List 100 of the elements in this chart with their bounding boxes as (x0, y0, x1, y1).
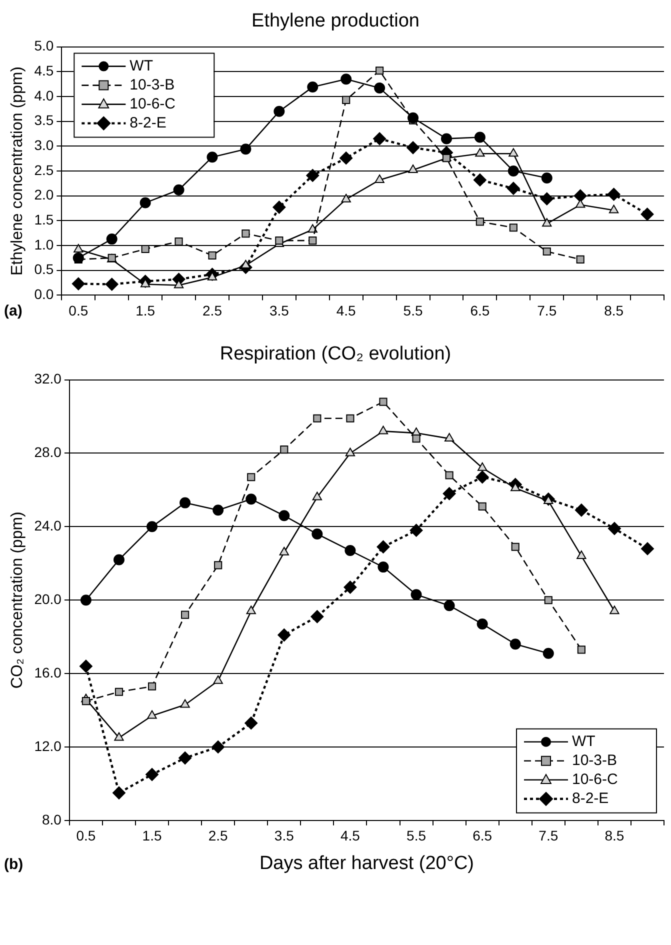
point (475, 148, 485, 157)
point (541, 172, 552, 184)
point (542, 218, 552, 227)
x-tick-label: 8.5 (604, 302, 624, 318)
point (206, 152, 218, 163)
text: (b) (4, 856, 24, 874)
point (406, 141, 420, 154)
x-tick-label: 2.5 (202, 302, 222, 318)
point (180, 497, 191, 508)
point (146, 768, 159, 782)
point (272, 200, 286, 214)
legend-label: 10-3-B (572, 752, 618, 770)
point (640, 208, 654, 221)
point (344, 545, 356, 556)
point (106, 234, 118, 245)
point (140, 197, 151, 208)
y-axis-title: Ethylene concentration (ppm) (9, 66, 26, 276)
chart-title: Ethylene production (252, 10, 420, 32)
point (379, 398, 388, 406)
point (313, 414, 322, 422)
point (212, 740, 225, 754)
point (174, 280, 184, 288)
point (346, 414, 354, 422)
point (378, 562, 389, 573)
point (72, 252, 84, 264)
y-tick-label: 4.0 (34, 87, 54, 104)
y-tick-label: 20.0 (34, 590, 62, 607)
point (476, 470, 489, 484)
point (442, 487, 456, 500)
point (410, 524, 423, 537)
point (306, 168, 320, 182)
legend-label: WT (130, 57, 153, 74)
point (214, 561, 222, 570)
point (246, 494, 257, 505)
point (274, 106, 285, 117)
x-tick-label: 4.5 (340, 828, 360, 844)
point (474, 132, 486, 143)
point (278, 510, 290, 522)
point (373, 132, 386, 146)
point (275, 236, 284, 245)
x-tick-label: 2.5 (208, 828, 228, 844)
y-tick-label: 8.0 (42, 811, 62, 828)
point (374, 174, 384, 183)
point (146, 521, 158, 532)
point (114, 732, 124, 741)
point (576, 550, 586, 560)
point (341, 194, 351, 202)
y-tick-label: 0.0 (34, 286, 54, 302)
point (207, 272, 218, 280)
legend-label: 8-2-E (572, 790, 609, 808)
point (378, 426, 388, 434)
y-tick-label: 2.0 (34, 186, 54, 203)
x-tick-label: 6.5 (470, 302, 490, 318)
point (310, 610, 324, 624)
x-tick-label: 1.5 (142, 828, 162, 844)
point (509, 224, 518, 232)
y-tick-label: 5.0 (34, 38, 54, 54)
point (510, 638, 521, 650)
point (180, 699, 190, 708)
point (508, 166, 519, 176)
y-axis-title: CO₂ concentration (ppm) (9, 512, 26, 689)
point (213, 675, 223, 684)
x-tick-label: 3.5 (274, 828, 294, 844)
point (247, 473, 256, 482)
point (544, 596, 552, 604)
point (511, 542, 520, 551)
point (113, 554, 124, 566)
point (74, 244, 84, 252)
point (410, 589, 422, 600)
point (242, 230, 250, 238)
point (542, 648, 554, 659)
point (445, 471, 454, 480)
x-tick-label: 1.5 (136, 302, 156, 318)
legend-label: WT (572, 733, 596, 750)
point (640, 542, 654, 556)
point (444, 433, 454, 442)
point (246, 606, 256, 614)
point (577, 646, 586, 654)
point (574, 189, 587, 202)
y-tick-label: 16.0 (34, 664, 62, 680)
point (173, 184, 184, 196)
point (114, 688, 124, 696)
point (576, 199, 586, 208)
x-tick-label: 8.5 (604, 828, 624, 844)
point (440, 133, 452, 144)
point (112, 786, 126, 800)
y-tick-label: 3.5 (34, 112, 54, 128)
x-tick-label: 7.5 (537, 302, 557, 318)
chart-title: Respiration (CO₂ evolution) (220, 344, 452, 365)
legend-label: 10-6-C (130, 95, 176, 112)
point (212, 504, 224, 516)
x-axis-title: Days after harvest (20°C) (259, 852, 474, 874)
point (478, 462, 488, 471)
point (244, 716, 258, 730)
point (540, 192, 554, 206)
point (208, 251, 216, 260)
point (148, 682, 156, 690)
point (412, 434, 420, 443)
legend-label: 10-6-C (572, 771, 618, 788)
point (340, 152, 353, 165)
